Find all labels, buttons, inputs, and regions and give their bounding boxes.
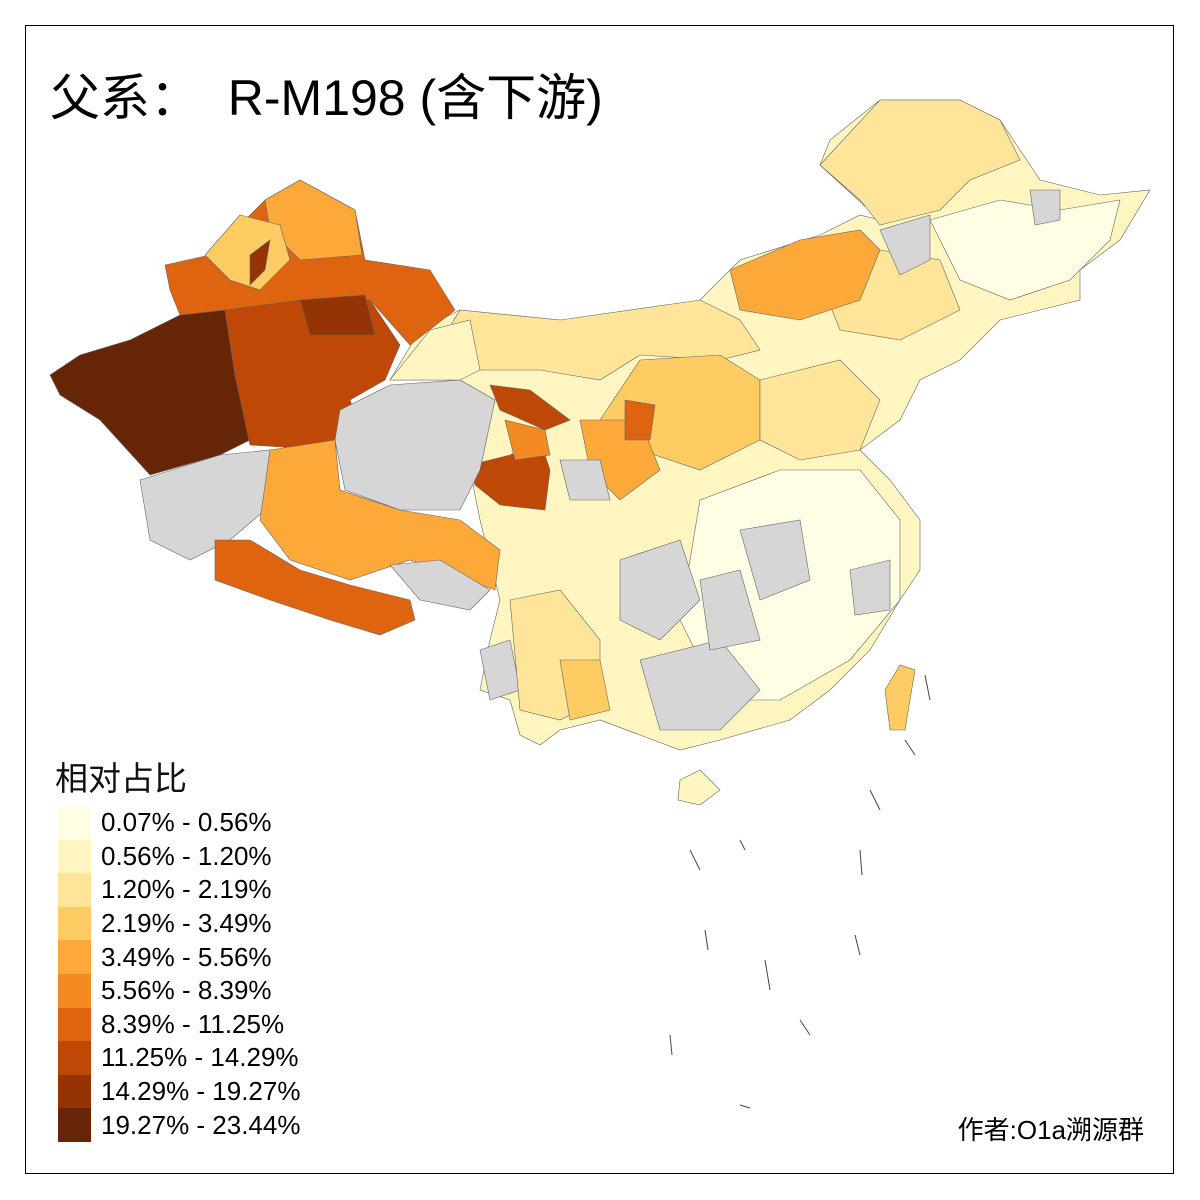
region [559,659,611,721]
legend-item: 11.25% - 14.29% [58,1041,300,1075]
legend-label: 0.07% - 0.56% [101,807,272,838]
boundary-line [669,1034,673,1056]
figure-border [25,25,1174,1174]
legend-title: 相对占比 [55,760,187,797]
region [504,419,551,461]
boundary-line [764,959,771,991]
legend-swatch [58,1074,91,1109]
legend-label: 3.49% - 5.56% [101,941,272,972]
region [624,399,656,441]
region-no-data [619,539,701,641]
region [389,319,481,381]
legend-swatch [58,1041,91,1075]
legend-swatch [58,973,91,1008]
region [677,769,721,806]
region [259,439,501,591]
legend-item: 2.19% - 3.49% [58,906,300,941]
boundary-line [739,839,746,851]
boundary-line [869,789,881,811]
region [759,359,881,461]
region-no-data [849,559,891,616]
region [729,229,881,321]
region-no-data [879,214,931,276]
boundary-line [924,674,931,701]
region [299,294,376,336]
region-no-data [1029,189,1061,226]
region [214,539,416,636]
legend-item: 3.49% - 5.56% [58,940,300,974]
legend-item: 19.27% - 23.44% [58,1108,300,1142]
region [819,99,1021,226]
region-no-data [639,639,761,731]
region [929,199,1121,301]
boundary-line [799,1019,811,1036]
legend-item: 1.20% - 2.19% [58,873,300,907]
boundary-line [859,849,863,876]
legend-label: 0.56% - 1.20% [101,840,272,871]
legend-item: 0.07% - 0.56% [58,806,300,840]
legend-swatch [58,940,91,974]
legend-item: 5.56% - 8.39% [58,973,300,1008]
legend-label: 8.39% - 11.25% [101,1008,285,1039]
legend-label: 11.25% - 14.29% [101,1042,299,1073]
legend-label: 5.56% - 8.39% [101,975,272,1006]
region [49,309,251,476]
legend-swatch [58,906,91,941]
region [489,384,571,431]
legend-swatch [58,1108,91,1142]
legend-swatch [58,873,91,907]
region [884,664,916,731]
region-no-data [139,449,271,561]
region-no-data [389,559,491,611]
region-no-data [739,519,811,601]
boundary-line [739,1104,751,1109]
boundary-line [904,739,916,756]
legend-item: 14.29% - 19.27% [58,1074,301,1109]
legend: 0.07% - 0.56% 0.56% - 1.20% 1.20% - 2.19% 2… [58,806,300,1142]
boundary-line [704,929,709,951]
boundary-line [854,934,861,956]
legend-item: 0.56% - 1.20% [58,839,300,874]
legend-item: 8.39% - 11.25% [58,1007,300,1042]
legend-label: 14.29% - 19.27% [101,1076,301,1107]
region [249,239,271,286]
legend-label: 19.27% - 23.44% [101,1109,301,1140]
legend-swatch [58,1007,91,1042]
region-no-data [699,569,761,651]
legend-label: 1.20% - 2.19% [101,874,272,905]
legend-swatch [58,806,91,840]
author-credit: 作者:O1a溯源群 [957,1115,1144,1145]
legend-label: 2.19% - 3.49% [101,908,272,939]
boundary-line [689,849,701,871]
region-no-data [334,379,496,511]
region [204,214,291,291]
map-title: 父系： R-M198 (含下游) [50,70,603,126]
legend-swatch [58,839,91,874]
region-no-data [559,459,611,501]
